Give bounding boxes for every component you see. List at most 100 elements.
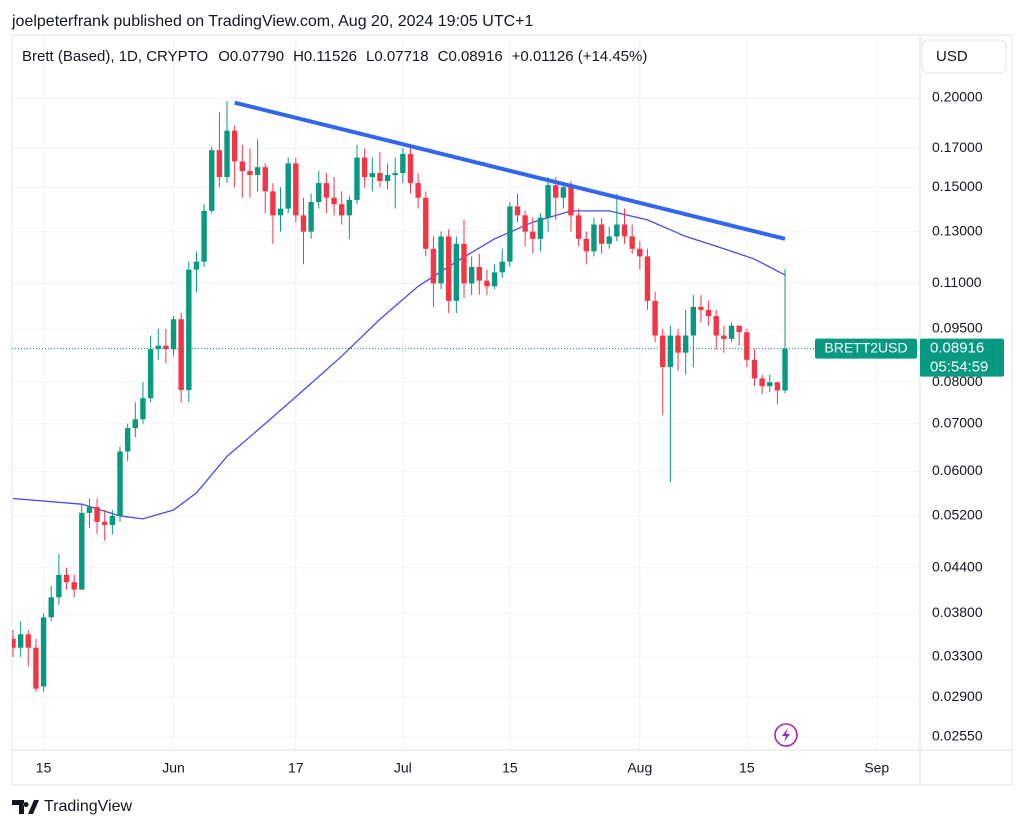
y-tick-label: 0.11000 — [932, 274, 982, 290]
candle-body — [247, 171, 253, 176]
ohlc-value: C0.08916 — [438, 48, 503, 65]
candle-body — [629, 236, 635, 249]
y-tick-label: 0.08000 — [932, 373, 983, 389]
x-tick-label: Aug — [627, 760, 652, 776]
price-tag-label: 0.08916 — [930, 340, 984, 357]
candle-body — [637, 248, 643, 257]
candle-body — [384, 175, 391, 182]
candle-body — [277, 208, 284, 216]
chart-frame — [11, 34, 1013, 786]
candle-body — [446, 236, 452, 301]
candle-body — [530, 231, 536, 239]
candle-body — [331, 197, 337, 205]
y-tick-label: 0.07000 — [932, 414, 983, 430]
candle-body — [56, 574, 62, 598]
candle-body — [293, 163, 299, 216]
candle-body — [690, 306, 697, 336]
x-tick-label: Jun — [162, 760, 185, 776]
candle-body — [705, 309, 712, 317]
candle-body — [48, 597, 54, 618]
candle-body — [354, 157, 360, 200]
candle-body — [377, 173, 383, 182]
y-tick-label: 0.02550 — [932, 728, 983, 744]
candle-body — [262, 167, 268, 192]
candle-body — [751, 359, 758, 379]
candle-body — [201, 210, 207, 262]
plot-area — [12, 100, 920, 692]
candle-body — [728, 325, 735, 339]
x-tick-label: 15 — [739, 760, 755, 776]
candle-body — [774, 382, 781, 391]
candle-body — [109, 515, 116, 525]
candle-body — [675, 335, 681, 353]
candle-body — [216, 150, 223, 178]
candle-body — [644, 256, 651, 301]
candle-body — [713, 316, 719, 336]
ohlc-readout: O0.07790 H0.11526 L0.07718 C0.08916 +0.01126… — [218, 48, 647, 65]
currency-button[interactable] — [921, 39, 1007, 74]
candle-body — [461, 243, 467, 284]
y-tick-label: 0.20000 — [932, 89, 983, 105]
candle-body — [224, 130, 230, 178]
candle-body — [491, 272, 498, 287]
candle-body — [575, 215, 582, 239]
candle-body — [323, 183, 330, 198]
candle-body — [698, 306, 704, 310]
candle-body — [598, 224, 605, 244]
candle-body — [392, 173, 398, 176]
candle-body — [86, 507, 93, 513]
candle-body — [33, 647, 39, 689]
candle-body — [468, 266, 475, 284]
candle-body — [568, 187, 574, 216]
candle-body — [453, 243, 460, 301]
x-tick-label: 15 — [502, 760, 518, 776]
candle-body — [545, 185, 551, 218]
y-tick-label: 0.03300 — [932, 648, 983, 664]
candle-body — [621, 224, 628, 237]
candle-body — [163, 345, 169, 350]
candle-body — [178, 319, 184, 391]
symbol-title: Brett (Based), 1D, CRYPTO — [22, 48, 208, 65]
candle-body — [102, 521, 108, 525]
candle-body — [254, 167, 261, 176]
candle-body — [285, 163, 291, 209]
candle-body — [338, 204, 345, 216]
candle-body — [537, 217, 544, 239]
brand-logo: TradingView — [12, 798, 132, 815]
candle-body — [369, 173, 375, 178]
symbol-tag-label: BRETT2USD — [824, 339, 907, 355]
symbol-tag — [815, 338, 917, 359]
ohlc-value: +0.01126 (+14.45%) — [512, 48, 648, 65]
x-tick-label: Sep — [864, 760, 889, 776]
brand-icon — [12, 800, 39, 814]
event-icon-bolt — [782, 728, 790, 742]
y-tick-label: 0.05200 — [932, 507, 983, 523]
y-tick-label: 0.13000 — [932, 222, 983, 238]
candle-body — [583, 238, 590, 252]
moving-average-line — [12, 210, 786, 520]
ohlc-value: L0.07718 — [366, 48, 429, 65]
countdown-label: 05:54:59 — [930, 359, 988, 376]
candle-body — [782, 348, 788, 391]
y-tick-label: 0.06000 — [932, 462, 983, 478]
candle-body — [124, 428, 131, 452]
candle-body — [721, 335, 727, 339]
candle-body — [759, 378, 765, 387]
y-tick-label: 0.15000 — [932, 178, 983, 194]
ohlc-value: O0.07790 — [218, 48, 284, 65]
candle-body — [147, 349, 154, 399]
candle-body — [170, 319, 177, 350]
currency-label[interactable]: USD — [936, 48, 968, 65]
y-tick-label: 0.03800 — [932, 604, 983, 620]
candle-body — [209, 150, 215, 211]
candle-body — [117, 451, 123, 516]
candle-body — [553, 185, 559, 198]
candle-body — [79, 512, 85, 590]
candle-body — [231, 130, 238, 162]
brand-name: TradingView — [44, 798, 132, 815]
candle-body — [484, 280, 490, 287]
candle-body — [423, 197, 429, 249]
candle-body — [560, 187, 567, 198]
x-tick-label: 17 — [288, 760, 304, 776]
